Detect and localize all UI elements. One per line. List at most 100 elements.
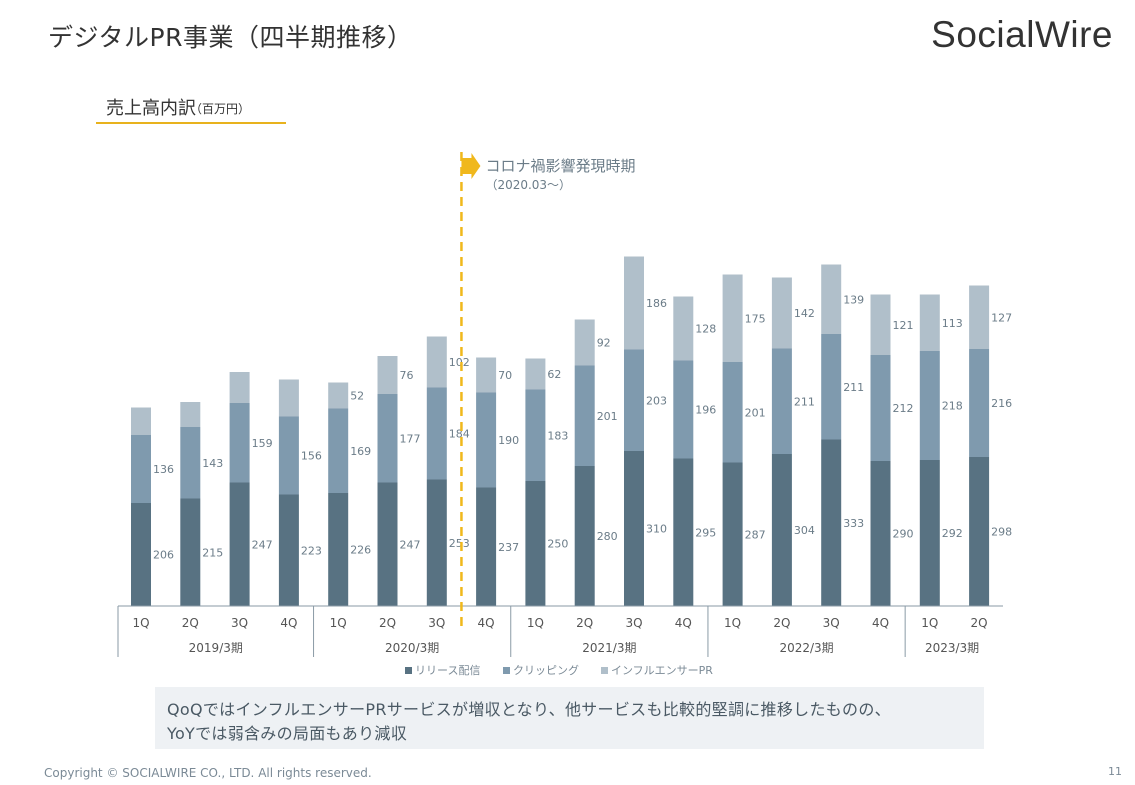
bar-clipping xyxy=(771,348,792,454)
x-tick-label: 1Q xyxy=(921,616,938,630)
subtitle-unit: （百万円） xyxy=(190,102,251,116)
x-tick-label: 2Q xyxy=(773,616,790,630)
data-label-influencer: 121 xyxy=(893,319,914,332)
bar-release xyxy=(525,481,546,606)
x-group-label: 2019/3期 xyxy=(189,641,243,655)
x-tick-label: 4Q xyxy=(675,616,692,630)
legend-clipping: クリッピング xyxy=(513,663,579,677)
bar-release xyxy=(377,482,398,606)
data-label-clipping: 184 xyxy=(449,428,470,441)
bar-release xyxy=(722,462,743,606)
bar-clipping xyxy=(131,435,151,503)
data-label-influencer: 175 xyxy=(745,312,766,325)
bar-influencer xyxy=(377,356,398,394)
data-label-release: 290 xyxy=(893,528,914,541)
data-label-influencer: 113 xyxy=(942,317,963,330)
data-label-clipping: 143 xyxy=(202,457,223,470)
bar-influencer xyxy=(673,296,694,361)
legend-release-swatch xyxy=(405,667,412,674)
bar-influencer xyxy=(278,379,299,417)
bar-clipping xyxy=(821,334,842,440)
summary-line-2: YoYでは弱含みの局面もあり減収 xyxy=(167,724,408,743)
bar-clipping xyxy=(870,355,891,461)
data-label-influencer: 52 xyxy=(350,390,364,403)
bar-release xyxy=(673,458,694,606)
data-label-influencer: 186 xyxy=(646,297,667,310)
bar-influencer xyxy=(328,382,349,409)
data-label-influencer: 142 xyxy=(794,307,815,320)
summary-line-1: QoQではインフルエンサーPRサービスが増収となり、他サービスも比較的堅調に推移… xyxy=(167,700,891,719)
data-label-release: 237 xyxy=(498,541,519,554)
data-label-clipping: 183 xyxy=(547,429,568,442)
data-label-influencer: 127 xyxy=(991,311,1012,324)
data-label-influencer: 70 xyxy=(498,369,512,382)
x-tick-label: 1Q xyxy=(527,616,544,630)
data-label-release: 295 xyxy=(695,526,716,539)
x-tick-label: 1Q xyxy=(132,616,149,630)
data-label-release: 226 xyxy=(350,544,371,557)
bar-clipping xyxy=(229,403,250,483)
data-label-clipping: 201 xyxy=(597,410,618,423)
x-tick-label: 1Q xyxy=(330,616,347,630)
subtitle-main: 売上高内訳 xyxy=(106,98,196,119)
bar-clipping xyxy=(673,360,694,459)
bar-release xyxy=(771,454,792,606)
bar-influencer xyxy=(180,402,201,427)
data-label-clipping: 203 xyxy=(646,394,667,407)
data-label-release: 253 xyxy=(449,537,470,550)
data-label-clipping: 159 xyxy=(252,437,273,450)
data-label-influencer: 92 xyxy=(597,337,611,350)
bar-clipping xyxy=(722,362,743,463)
bar-influencer xyxy=(722,274,743,362)
bar-influencer xyxy=(771,277,792,349)
data-label-clipping: 218 xyxy=(942,400,963,413)
data-label-release: 304 xyxy=(794,524,815,537)
bar-clipping xyxy=(476,392,497,488)
bar-release xyxy=(180,498,201,606)
bar-clipping xyxy=(180,427,201,499)
page-title: デジタルPR事業（四半期推移） xyxy=(48,23,413,52)
bar-release xyxy=(969,457,990,606)
covid-annotation-text: コロナ禍影響発現時期 xyxy=(485,157,635,175)
bar-clipping xyxy=(969,349,990,457)
data-label-release: 223 xyxy=(301,544,322,557)
bar-release xyxy=(131,503,151,606)
bar-influencer xyxy=(969,285,990,349)
bar-influencer xyxy=(476,357,497,393)
x-group-label: 2023/3期 xyxy=(925,641,979,655)
bar-influencer xyxy=(870,294,891,355)
data-label-clipping: 212 xyxy=(893,402,914,415)
summary-note: QoQではインフルエンサーPRサービスが増収となり、他サービスも比較的堅調に推移… xyxy=(155,687,984,749)
bar-influencer xyxy=(131,407,151,435)
bar-influencer xyxy=(821,264,842,334)
x-tick-label: 2Q xyxy=(971,616,988,630)
data-label-release: 206 xyxy=(153,549,174,562)
data-label-release: 250 xyxy=(547,538,568,551)
bar-influencer xyxy=(919,294,940,351)
data-label-release: 287 xyxy=(745,528,766,541)
x-tick-label: 2Q xyxy=(576,616,593,630)
x-tick-label: 2Q xyxy=(182,616,199,630)
covid-annotation-subtext: （2020.03～） xyxy=(485,178,571,192)
data-label-clipping: 216 xyxy=(991,397,1012,410)
x-group-label: 2022/3期 xyxy=(779,641,833,655)
legend-release: リリース配信 xyxy=(415,664,480,677)
socialwire-logo: SocialWire xyxy=(931,14,1113,55)
data-label-release: 280 xyxy=(597,530,618,543)
bar-release xyxy=(574,466,595,606)
data-label-release: 292 xyxy=(942,527,963,540)
data-label-release: 310 xyxy=(646,523,667,536)
data-label-clipping: 201 xyxy=(745,406,766,419)
bar-release xyxy=(328,493,349,606)
legend-clipping-swatch xyxy=(503,667,510,674)
data-label-influencer: 62 xyxy=(547,368,561,381)
copyright: Copyright © SOCIALWIRE CO., LTD. All rig… xyxy=(44,766,372,780)
x-tick-label: 3Q xyxy=(823,616,840,630)
bar-release xyxy=(624,451,644,606)
data-label-influencer: 76 xyxy=(400,369,414,382)
x-tick-label: 4Q xyxy=(280,616,297,630)
x-tick-label: 4Q xyxy=(478,616,495,630)
x-tick-label: 3Q xyxy=(625,616,642,630)
x-tick-label: 3Q xyxy=(428,616,445,630)
